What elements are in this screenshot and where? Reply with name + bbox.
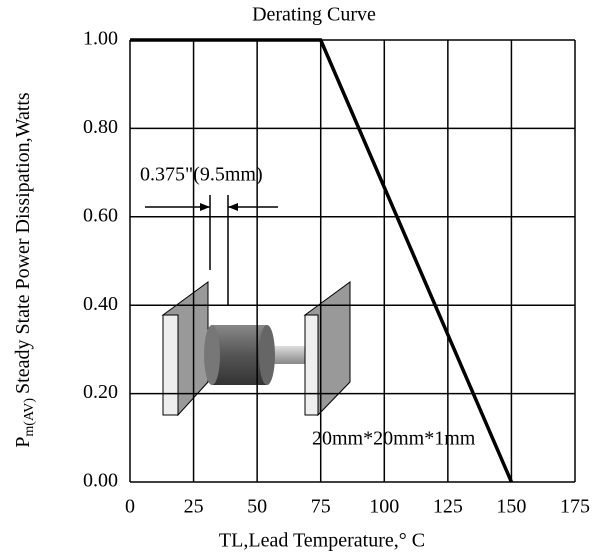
x-tick-label: 100 bbox=[369, 496, 399, 518]
x-axis-label: TL,Lead Temperature,° C bbox=[219, 530, 425, 552]
y-label-symbol: P bbox=[12, 437, 34, 448]
annotation: 20mm*20mm*1mm bbox=[312, 428, 476, 450]
x-tick-label: 175 bbox=[560, 496, 590, 518]
y-label-text: Steady State Power Dissipation,Watts bbox=[12, 92, 34, 394]
illustration bbox=[145, 195, 351, 417]
y-tick-label: 0.60 bbox=[83, 204, 118, 226]
y-tick-label: 0.00 bbox=[83, 470, 118, 492]
y-axis-label: Pm(AV) Steady State Power Dissipation,Wat… bbox=[12, 92, 38, 448]
x-tick-label: 125 bbox=[433, 496, 463, 518]
chart-title: Derating Curve bbox=[252, 4, 376, 26]
y-tick-label: 0.80 bbox=[83, 116, 118, 138]
x-tick-label: 50 bbox=[247, 496, 267, 518]
x-tick-label: 150 bbox=[496, 496, 526, 518]
y-tick-label: 0.20 bbox=[83, 381, 118, 403]
x-tick-label: 75 bbox=[311, 496, 331, 518]
data-line bbox=[130, 38, 514, 483]
x-tick-label: 25 bbox=[184, 496, 204, 518]
y-tick-label: 0.40 bbox=[83, 293, 118, 315]
annotation: 0.375"(9.5mm) bbox=[140, 164, 263, 186]
x-tick-label: 0 bbox=[125, 496, 135, 518]
y-label-subscript: m(AV) bbox=[22, 398, 37, 437]
y-tick-label: 1.00 bbox=[83, 28, 118, 50]
